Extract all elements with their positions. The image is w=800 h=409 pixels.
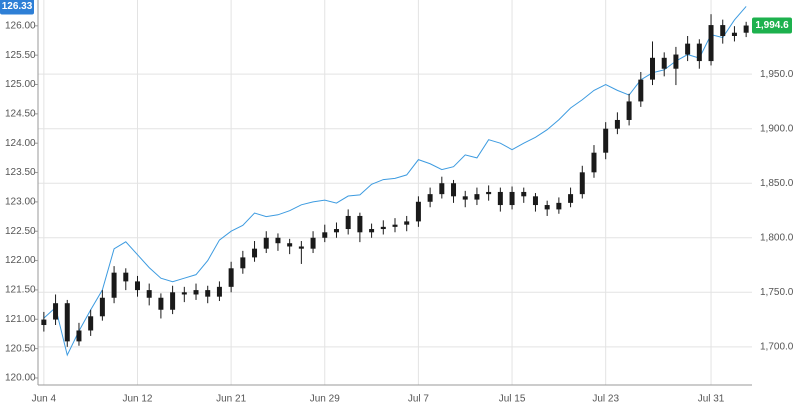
candle-body (497, 191, 503, 206)
y-tick-label: 124.00 (5, 138, 36, 149)
x-tick-label: Jul 15 (499, 394, 526, 405)
x-tick-label: Jul 31 (698, 394, 725, 405)
candle-body (123, 272, 129, 282)
candle-body (345, 215, 351, 230)
candle-body (111, 272, 117, 298)
candle-body (650, 57, 656, 80)
candle-body (240, 257, 246, 269)
y2-tick-label: 1,900.0 (760, 123, 794, 134)
candle-body (673, 54, 679, 69)
candle-body (369, 229, 375, 233)
candle-body (357, 215, 363, 233)
candle-body (310, 237, 316, 249)
candle-body (228, 268, 234, 287)
candle-body (287, 243, 293, 247)
candle-body (298, 246, 304, 249)
candle-body (415, 201, 421, 222)
candle-body (474, 194, 480, 200)
y-tick-label: 125.00 (5, 79, 36, 90)
last-value-badge (752, 17, 792, 34)
candle-body (544, 205, 550, 210)
candle-body (193, 290, 199, 295)
candle-body (427, 194, 433, 202)
candle-body (451, 183, 457, 197)
candle-body (263, 237, 269, 249)
candle-body (720, 25, 726, 36)
candle-body (439, 183, 445, 195)
candle-body (181, 292, 187, 295)
candle-body (134, 281, 140, 291)
candle-body (53, 303, 59, 320)
x-tick-label: Jul 23 (592, 394, 619, 405)
candle-body (392, 224, 398, 227)
candle-body (333, 229, 339, 233)
candle-body (708, 25, 714, 62)
candle-body (380, 226, 386, 230)
candle-body (591, 152, 597, 173)
y2-tick-label: 1,700.0 (760, 341, 794, 352)
x-tick-label: Jun 21 (216, 394, 246, 405)
y-tick-label: 121.50 (5, 285, 36, 296)
candle-body (275, 237, 281, 244)
x-tick-label: Jul 7 (408, 394, 430, 405)
x-tick-label: Jun 4 (32, 394, 57, 405)
y-tick-label: 120.00 (5, 373, 36, 384)
candle-body (661, 57, 667, 69)
last-value-label: 126.33 (2, 1, 33, 12)
candle-body (252, 248, 258, 258)
y2-tick-label: 1,850.0 (760, 178, 794, 189)
y2-tick-label: 1,950.0 (760, 69, 794, 80)
candle-body (614, 119, 620, 129)
y-tick-label: 120.50 (5, 343, 36, 354)
candle-body (509, 191, 515, 206)
y-tick-label: 122.00 (5, 255, 36, 266)
y-tick-label: 123.00 (5, 197, 36, 208)
y-tick-label: 126.00 (5, 20, 36, 31)
candle-body (322, 232, 328, 238)
last-value-badge (0, 0, 34, 15)
y2-tick-label: 1,750.0 (760, 287, 794, 298)
last-value-label: 1,994.6 (755, 20, 789, 31)
candle-body (556, 202, 562, 210)
y-tick-label: 123.50 (5, 167, 36, 178)
candle-body (532, 196, 538, 206)
y-tick-label: 122.50 (5, 226, 36, 237)
candle-body (146, 290, 152, 298)
candle-body (76, 330, 82, 342)
candle-body (579, 172, 585, 195)
candle-body (521, 191, 527, 197)
y2-tick-label: 1,800.0 (760, 232, 794, 243)
candle-body (88, 316, 94, 331)
candle-body (64, 303, 70, 342)
y-tick-label: 124.50 (5, 108, 36, 119)
candle-body (638, 79, 644, 102)
candle-body (99, 297, 105, 317)
candle-body (696, 43, 702, 62)
candle-body (568, 194, 574, 203)
candle-body (603, 128, 609, 153)
x-tick-label: Jun 12 (122, 394, 152, 405)
y-tick-label: 125.50 (5, 50, 36, 61)
candle-body (404, 221, 410, 225)
candle-body (216, 286, 222, 297)
candle-body (205, 290, 211, 297)
candle-body (685, 43, 691, 55)
candle-body (743, 25, 749, 33)
candle-body (41, 319, 47, 326)
x-tick-label: Jun 29 (310, 394, 340, 405)
candle-body (462, 196, 468, 200)
y-tick-label: 121.00 (5, 314, 36, 325)
candle-body (626, 101, 632, 120)
candle-body (486, 191, 492, 195)
candle-body (170, 292, 176, 310)
candle-body (158, 297, 164, 310)
candle-body (731, 32, 737, 36)
